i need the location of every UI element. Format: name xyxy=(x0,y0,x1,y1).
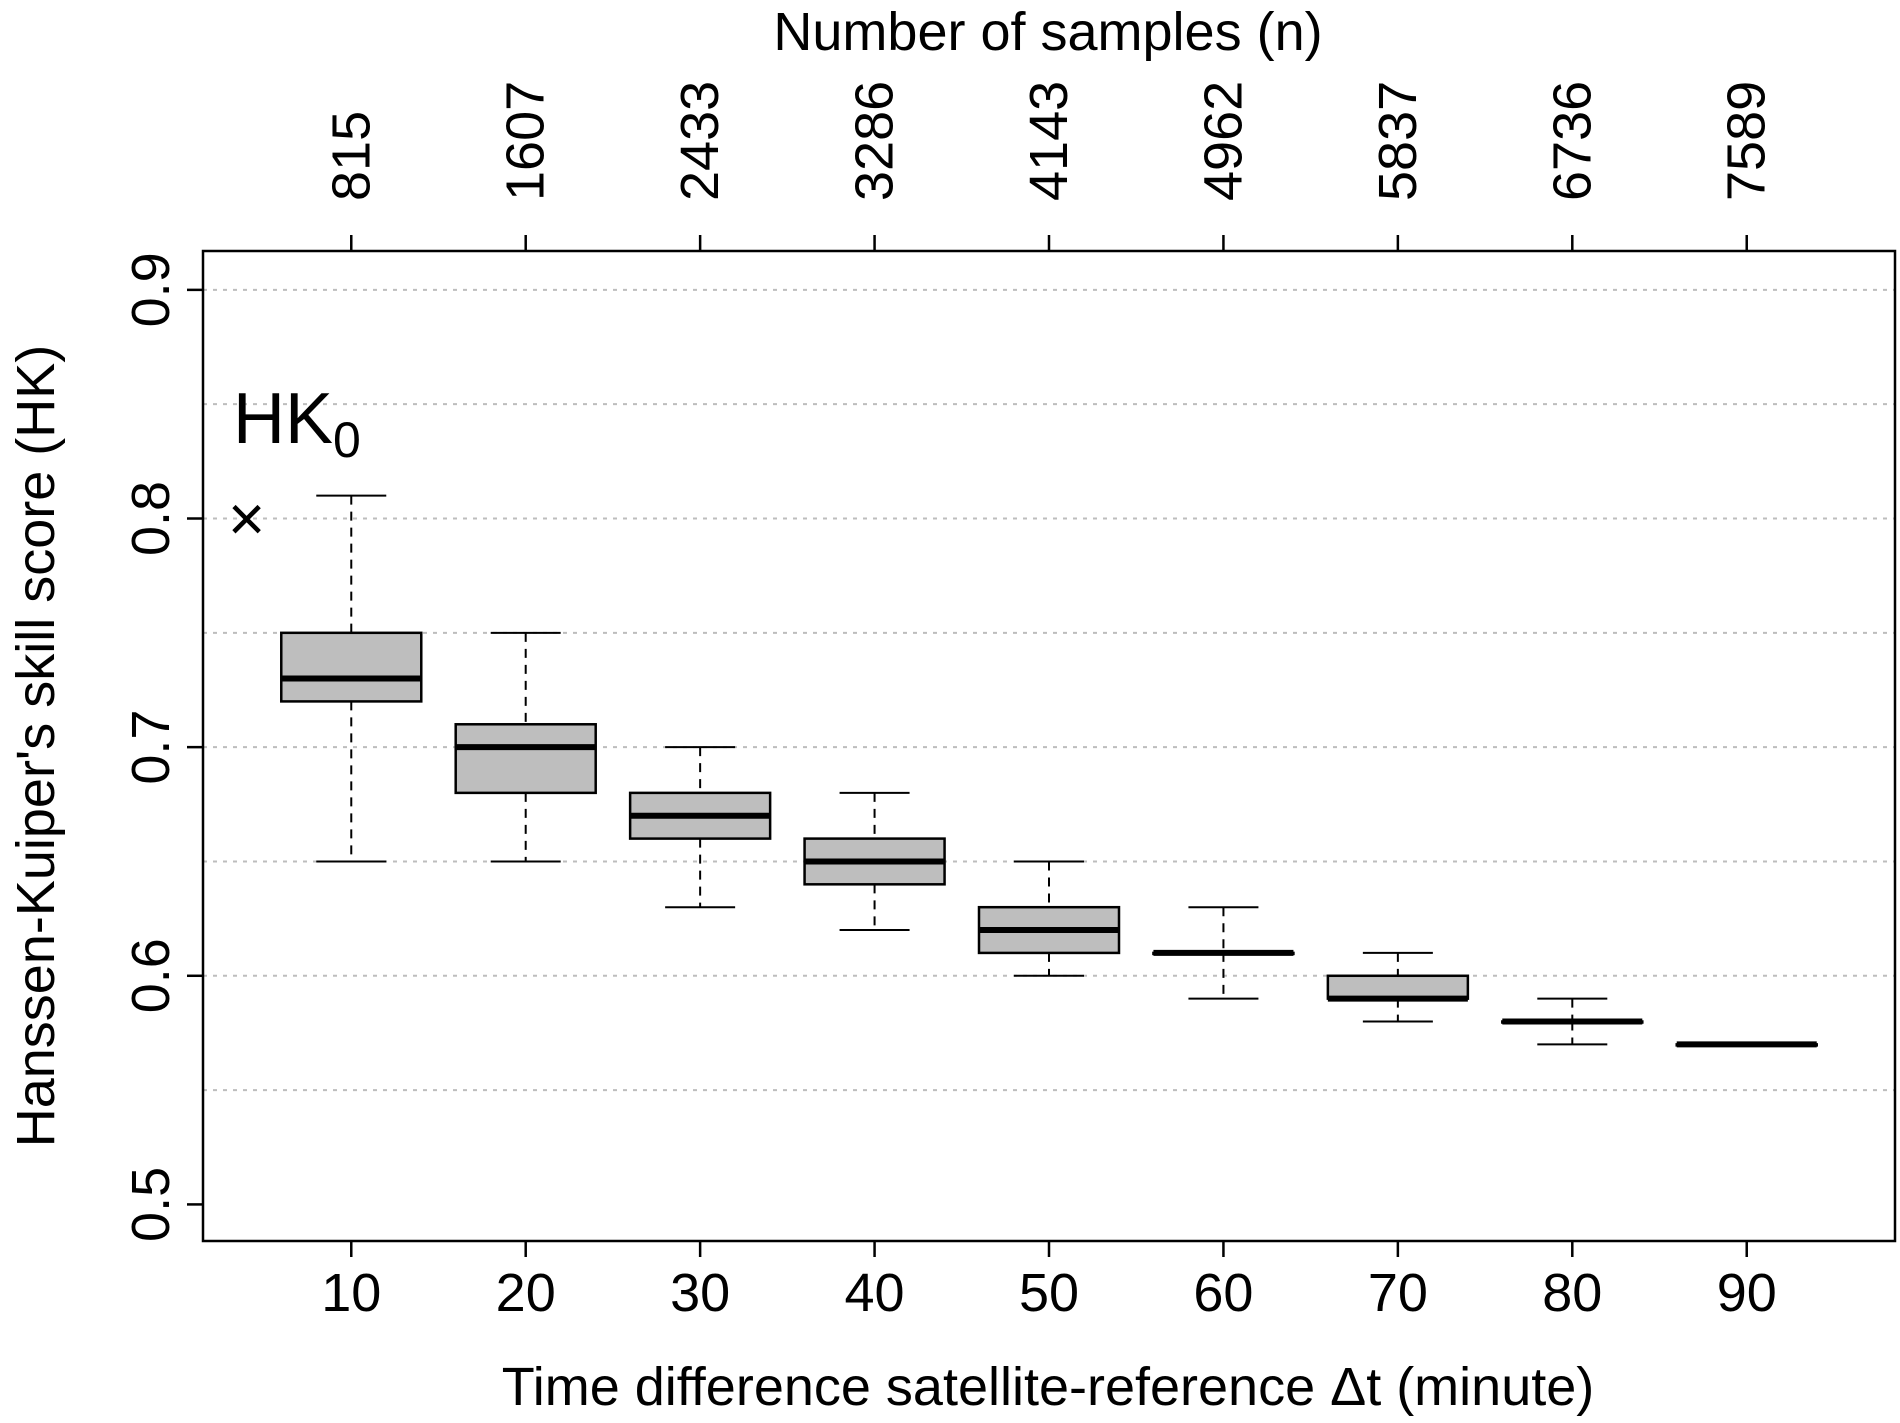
top-axis-title: Number of samples (n) xyxy=(773,2,1322,62)
box-group-60 xyxy=(1152,906,1295,1000)
x-axis-title: Time difference satellite-reference Δt (… xyxy=(502,1357,1595,1417)
x-tick-label: 40 xyxy=(845,1263,905,1323)
box-group-10 xyxy=(280,494,423,863)
top-tick-label: 1607 xyxy=(496,81,556,201)
iqr-box xyxy=(280,631,423,703)
y-tick-label: 0.8 xyxy=(121,481,181,556)
x-tick-label: 10 xyxy=(321,1263,381,1323)
box-group-70 xyxy=(1326,951,1470,1023)
box-layer xyxy=(280,494,1818,1048)
top-tick-label: 7589 xyxy=(1717,81,1777,201)
top-tick-label: 815 xyxy=(321,111,381,201)
iqr-box xyxy=(1326,974,1470,1000)
reference-label-subscript: 0 xyxy=(333,412,361,468)
box-group-80 xyxy=(1501,997,1644,1046)
box-group-20 xyxy=(454,631,597,863)
box-group-90 xyxy=(1675,1041,1818,1048)
x-tick-label: 90 xyxy=(1717,1263,1777,1323)
reference-label: HK0 xyxy=(233,379,361,468)
reference-label-main: HK xyxy=(233,379,333,459)
x-tick-label: 50 xyxy=(1019,1263,1079,1323)
y-tick-label: 0.5 xyxy=(121,1167,181,1242)
top-tick-label: 3286 xyxy=(845,81,905,201)
y-tick-label: 0.7 xyxy=(121,710,181,785)
box-group-50 xyxy=(977,860,1121,977)
y-tick-label: 0.6 xyxy=(121,938,181,1013)
y-axis-title: Hanssen-Kuiper's skill score (HK) xyxy=(6,345,66,1148)
reference-point-marker: × xyxy=(228,483,265,555)
x-tick-label: 80 xyxy=(1542,1263,1602,1323)
top-tick-label: 4143 xyxy=(1019,81,1079,201)
y-tick-label: 0.9 xyxy=(121,252,181,327)
top-tick-label: 4962 xyxy=(1193,81,1253,201)
top-tick-label: 6736 xyxy=(1542,81,1602,201)
x-tick-label: 70 xyxy=(1368,1263,1428,1323)
x-tick-label: 30 xyxy=(670,1263,730,1323)
box-group-40 xyxy=(803,791,946,932)
x-tick-label: 60 xyxy=(1193,1263,1253,1323)
top-tick-label: 5837 xyxy=(1368,81,1428,201)
top-tick-label: 2433 xyxy=(670,81,730,201)
iqr-box xyxy=(454,723,597,795)
box-group-30 xyxy=(628,746,772,909)
x-tick-label: 20 xyxy=(496,1263,556,1323)
axis-layer: 0.5 0.6 0.7 0.8 0.9 10 20 30 40 50 60 70 80 90 815 1607… xyxy=(121,81,1777,1323)
